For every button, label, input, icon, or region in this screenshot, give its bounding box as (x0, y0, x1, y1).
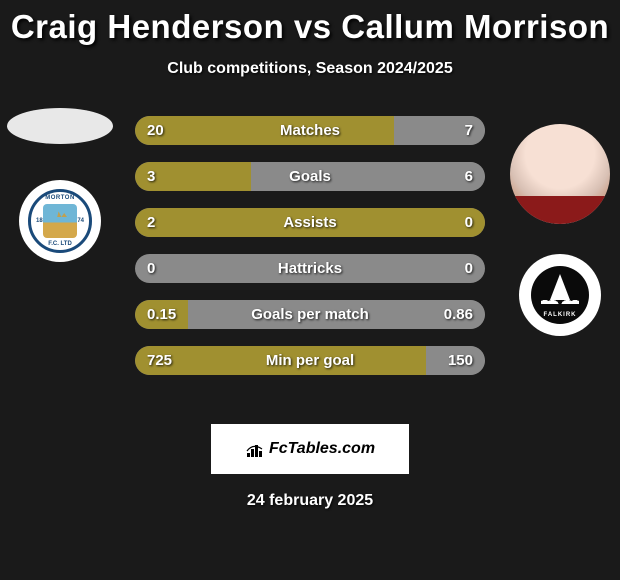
player-left-photo (7, 108, 113, 144)
club-badge-right-text: FALKIRK (531, 312, 589, 318)
stat-label: Matches (135, 122, 485, 139)
stat-row: 2Assists0 (135, 208, 485, 237)
stat-row: 0Hattricks0 (135, 254, 485, 283)
club-badge-left-top-text: MORTON (45, 195, 75, 201)
player-left-club-badge: MORTON 18 74 F.C. LTD (19, 180, 101, 262)
fctables-icon (245, 439, 265, 459)
page-title: Craig Henderson vs Callum Morrison (0, 0, 620, 46)
stat-label: Goals per match (135, 306, 485, 323)
stats-container: 20Matches73Goals62Assists00Hattricks00.1… (135, 116, 485, 375)
stat-value-right: 150 (448, 352, 473, 369)
stat-label: Goals (135, 168, 485, 185)
player-right-photo (510, 124, 610, 224)
club-badge-left-emblem (43, 204, 77, 238)
club-badge-left-bottom-text: F.C. LTD (48, 241, 72, 247)
footer-brand-text: FcTables.com (269, 440, 375, 458)
comparison-date: 24 february 2025 (0, 492, 620, 510)
stat-value-right: 7 (465, 122, 473, 139)
club-badge-left-inner: MORTON 18 74 F.C. LTD (28, 189, 92, 253)
club-badge-right-inner: FALKIRK (531, 266, 589, 324)
club-badge-left-year-r: 74 (77, 218, 84, 224)
stat-row: 0.15Goals per match0.86 (135, 300, 485, 329)
stat-row: 20Matches7 (135, 116, 485, 145)
stat-value-right: 0.86 (444, 306, 473, 323)
stat-value-right: 0 (465, 260, 473, 277)
stat-value-right: 6 (465, 168, 473, 185)
comparison-content: MORTON 18 74 F.C. LTD FALKIRK 20Matches7… (0, 116, 620, 406)
stat-row: 725Min per goal150 (135, 346, 485, 375)
stat-value-right: 0 (465, 214, 473, 231)
right-player-column: FALKIRK (500, 124, 620, 336)
stat-row: 3Goals6 (135, 162, 485, 191)
left-player-column: MORTON 18 74 F.C. LTD (0, 108, 120, 262)
club-badge-left-year-l: 18 (36, 218, 43, 224)
stat-label: Assists (135, 214, 485, 231)
stat-label: Min per goal (135, 352, 485, 369)
player-right-club-badge: FALKIRK (519, 254, 601, 336)
footer-brand-badge: FcTables.com (211, 424, 409, 474)
subtitle: Club competitions, Season 2024/2025 (0, 60, 620, 78)
stat-label: Hattricks (135, 260, 485, 277)
